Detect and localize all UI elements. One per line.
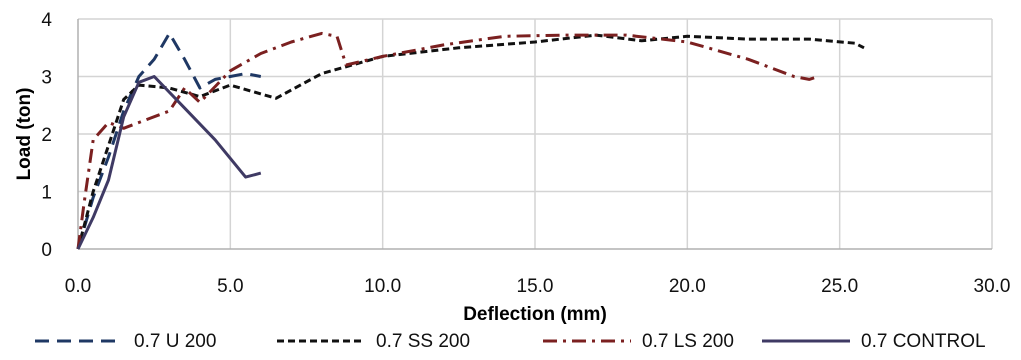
x-tick-label: 10.0 (364, 276, 401, 297)
legend-label: 0.7 SS 200 (376, 331, 470, 352)
series-line-1 (76, 31, 262, 250)
series-line-2 (76, 33, 865, 250)
y-tick-label: 1 (41, 183, 52, 204)
series-line-3 (76, 31, 819, 250)
x-tick-label: 0.0 (65, 276, 91, 297)
x-axis-title: Deflection (mm) (463, 304, 607, 325)
y-tick-label: 4 (41, 10, 52, 31)
legend-label: 0.7 U 200 (134, 331, 216, 352)
grid-lines (78, 18, 993, 249)
series-line-4 (76, 75, 262, 250)
legend-label: 0.7 CONTROL (861, 331, 986, 352)
axes (77, 19, 992, 250)
x-tick-label: 30.0 (974, 276, 1011, 297)
y-tick-labels: 0 1 2 3 4 (41, 10, 52, 261)
y-axis-title: Load (ton) (14, 88, 35, 181)
y-tick-label: 3 (41, 68, 52, 89)
x-tick-label: 25.0 (821, 276, 858, 297)
x-tick-label: 20.0 (669, 276, 706, 297)
legend: 0.7 U 200 0.7 SS 200 0.7 LS 200 0.7 CONTROL (35, 331, 986, 352)
y-tick-label: 2 (41, 125, 52, 146)
series-layer (76, 31, 865, 250)
legend-label: 0.7 LS 200 (642, 331, 734, 352)
x-tick-label: 15.0 (517, 276, 554, 297)
y-tick-label: 0 (41, 240, 52, 261)
x-tick-labels: 0.0 5.0 10.0 15.0 20.0 25.0 30.0 (65, 276, 1011, 297)
x-tick-label: 5.0 (217, 276, 243, 297)
